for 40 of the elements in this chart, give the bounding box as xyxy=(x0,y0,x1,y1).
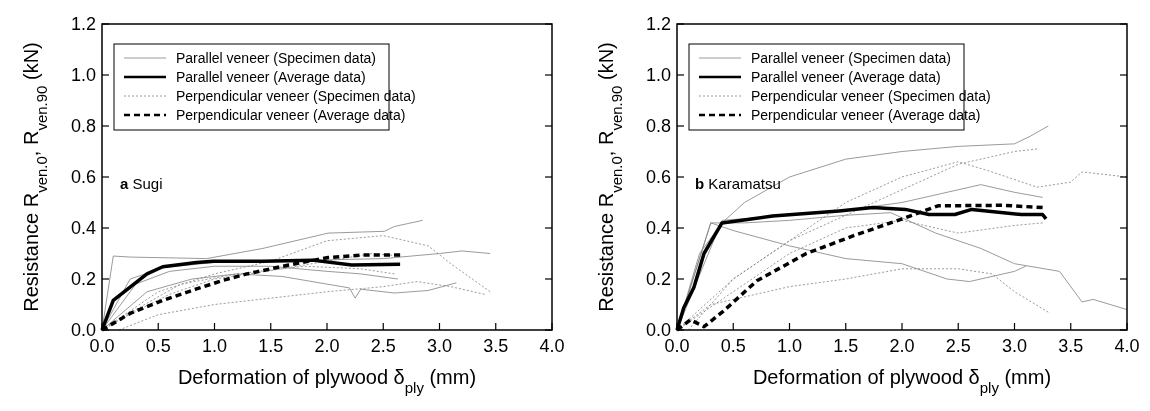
x-tick-label: 1.0 xyxy=(201,336,228,356)
x-tick-label: 4.0 xyxy=(1114,336,1140,356)
legend-label: Perpendicular veneer (Average data) xyxy=(176,107,406,123)
y-tick-label: 0.4 xyxy=(645,218,671,238)
x-tick-label: 2.0 xyxy=(314,336,340,356)
x-tick-label: 1.5 xyxy=(833,336,859,356)
legend-label: Parallel veneer (Average data) xyxy=(176,69,366,85)
y-tick-label: 0.2 xyxy=(645,269,671,289)
x-tick-label: 3.0 xyxy=(426,336,453,356)
legend-label: Parallel veneer (Specimen data) xyxy=(176,50,376,66)
y-tick-label: 1.2 xyxy=(70,14,96,34)
y-tick-label: 0.6 xyxy=(70,167,96,187)
y-tick-label: 1.0 xyxy=(70,65,96,85)
x-axis-title: Deformation of plywood δ$_{ply}$ (mm) xyxy=(752,366,1052,396)
y-tick-label: 0.8 xyxy=(70,116,96,136)
x-tick-label: 2.5 xyxy=(945,336,971,356)
x-tick-label: 4.0 xyxy=(539,336,565,356)
x-tick-label: 3.5 xyxy=(1058,336,1084,356)
x-tick-label: 2.0 xyxy=(889,336,915,356)
y-tick-label: 1.2 xyxy=(645,14,671,34)
x-tick-label: 2.5 xyxy=(370,336,396,356)
legend-label: Perpendicular veneer (Average data) xyxy=(751,107,981,123)
legend-label: Parallel veneer (Specimen data) xyxy=(751,50,951,66)
legend-label: Parallel veneer (Average data) xyxy=(751,69,941,85)
x-axis-title: Deformation of plywood δ$_{ply}$ (mm) xyxy=(177,366,477,396)
y-tick-label: 1.0 xyxy=(645,65,671,85)
x-tick-label: 1.5 xyxy=(258,336,284,356)
x-tick-label: 3.5 xyxy=(483,336,509,356)
y-tick-label: 0.2 xyxy=(70,269,96,289)
y-tick-label: 0.8 xyxy=(645,116,671,136)
legend-label: Perpendicular veneer (Specimen data) xyxy=(176,88,416,104)
x-tick-label: 1.0 xyxy=(776,336,803,356)
annotation: a Sugi xyxy=(120,175,163,192)
legend-label: Perpendicular veneer (Specimen data) xyxy=(751,88,991,104)
x-tick-label: 3.0 xyxy=(1001,336,1028,356)
annotation: b Karamatsu xyxy=(695,175,781,192)
x-tick-label: 0.5 xyxy=(145,336,171,356)
x-tick-label: 0.5 xyxy=(720,336,746,356)
y-tick-label: 0.4 xyxy=(70,218,96,238)
y-tick-label: 0.6 xyxy=(645,167,671,187)
